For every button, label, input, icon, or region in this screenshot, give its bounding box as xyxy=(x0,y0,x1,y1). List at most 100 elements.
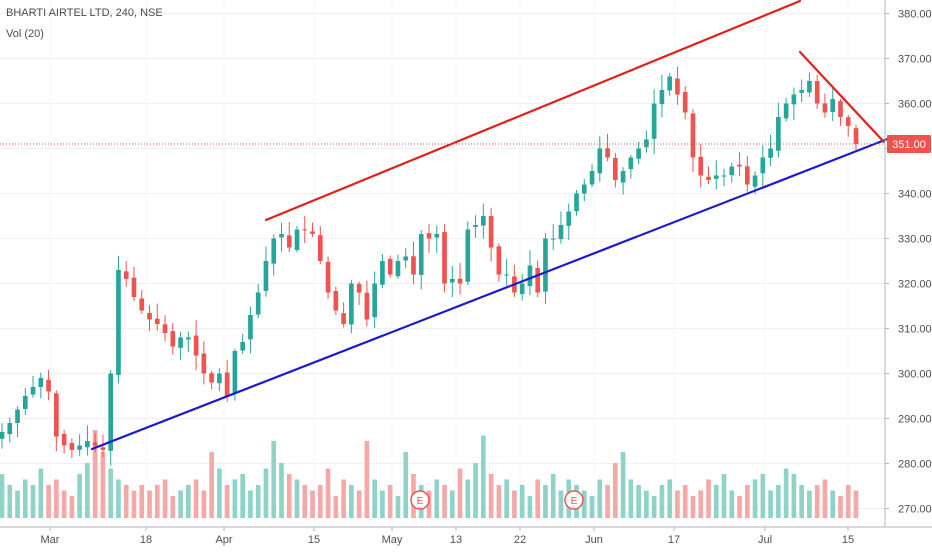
volume-bar xyxy=(488,474,494,518)
earnings-marker[interactable]: E xyxy=(564,490,584,510)
volume-bar xyxy=(783,468,789,518)
candle-body xyxy=(69,443,75,450)
volume-bar xyxy=(349,485,354,518)
candle-body xyxy=(519,283,525,295)
volume-bar xyxy=(729,490,735,518)
candle-body xyxy=(54,393,59,437)
volume-bar xyxy=(651,496,657,518)
candle-body xyxy=(100,447,106,450)
volume-bar xyxy=(512,490,517,518)
candle-body xyxy=(255,292,261,315)
candle-body xyxy=(838,101,843,117)
volume-bar xyxy=(752,479,758,518)
candle-body xyxy=(807,81,812,93)
volume-bar xyxy=(46,485,51,518)
volume-bar xyxy=(449,490,455,518)
volume-bar xyxy=(185,485,191,518)
volume-bar xyxy=(644,490,649,518)
candle-body xyxy=(302,229,308,231)
volume-bar xyxy=(131,490,137,518)
candle-body xyxy=(123,271,129,279)
candle-body xyxy=(589,171,595,185)
candle-body xyxy=(372,283,377,318)
earnings-marker[interactable]: E xyxy=(410,490,430,510)
volume-bar xyxy=(822,479,828,518)
candle-body xyxy=(271,238,277,264)
trendlines[interactable] xyxy=(90,0,892,451)
volume-bar xyxy=(760,474,766,518)
volume-bar xyxy=(737,496,742,518)
volume-bar xyxy=(139,485,145,518)
volume-bar xyxy=(628,479,634,518)
candle-body xyxy=(504,274,509,276)
volume-bar xyxy=(605,485,610,518)
trendline-channel-bottom[interactable] xyxy=(90,136,892,451)
candle-body xyxy=(566,211,572,226)
volume-bar xyxy=(636,485,641,518)
earnings-marker-circle[interactable] xyxy=(564,490,584,510)
candle-body xyxy=(201,353,207,374)
volume-bar xyxy=(581,490,587,518)
candle-body xyxy=(294,229,300,250)
trendline-descending-resistance[interactable] xyxy=(798,50,886,144)
volume-bar xyxy=(442,485,447,518)
y-tick-label: 320.00 xyxy=(898,279,932,291)
volume-bar xyxy=(193,479,199,518)
candle-body xyxy=(217,373,222,384)
x-tick-label: 18 xyxy=(140,534,152,546)
candle-body xyxy=(605,148,610,158)
volume-bar xyxy=(333,496,339,518)
volume-bar xyxy=(387,485,393,518)
volume-bar xyxy=(465,479,471,518)
candle-body xyxy=(473,225,478,227)
price-tag-group: 351.00 xyxy=(887,135,931,153)
candle-body xyxy=(597,148,603,174)
candle-body xyxy=(341,313,346,324)
volume-bar xyxy=(341,479,346,518)
volume-bar xyxy=(364,441,370,518)
candle-body xyxy=(131,277,137,297)
earnings-marker-circle[interactable] xyxy=(410,490,430,510)
candle-body xyxy=(279,234,284,238)
candle-body xyxy=(325,261,331,293)
candle-body xyxy=(170,331,176,347)
candle-body xyxy=(465,229,471,282)
volume-bar xyxy=(830,490,836,518)
volume-bar xyxy=(77,474,82,518)
earnings-marker-label: E xyxy=(417,496,424,507)
volume-bar xyxy=(286,474,292,518)
candle-body xyxy=(535,268,541,293)
volume-bar xyxy=(791,474,797,518)
volume-bar xyxy=(201,490,207,518)
candle-body xyxy=(698,156,704,176)
grid xyxy=(0,0,885,527)
candle-body xyxy=(845,117,851,126)
candle-body xyxy=(248,315,253,340)
volume-bar xyxy=(682,485,688,518)
volume-bar xyxy=(15,490,20,518)
candle-body xyxy=(488,215,494,248)
x-tick-label: May xyxy=(382,534,403,546)
candle-body xyxy=(92,442,98,446)
candle-body xyxy=(411,256,416,275)
volume-bar xyxy=(807,490,812,518)
volume-bar xyxy=(589,496,595,518)
volume-bar xyxy=(620,452,626,518)
candle-body xyxy=(232,351,238,394)
trendline-channel-top[interactable] xyxy=(264,0,802,222)
candle-body xyxy=(543,238,548,292)
volume-bar xyxy=(116,479,121,518)
volume-bar xyxy=(434,479,440,518)
volume-bar xyxy=(845,485,851,518)
candle-body xyxy=(628,157,634,170)
candle-body xyxy=(713,175,719,179)
volume-bar xyxy=(799,485,804,518)
candle-body xyxy=(209,373,214,383)
candle-body xyxy=(449,279,455,283)
candlesticks xyxy=(0,66,859,466)
volume-bar xyxy=(108,468,114,518)
volume-bar xyxy=(814,485,820,518)
